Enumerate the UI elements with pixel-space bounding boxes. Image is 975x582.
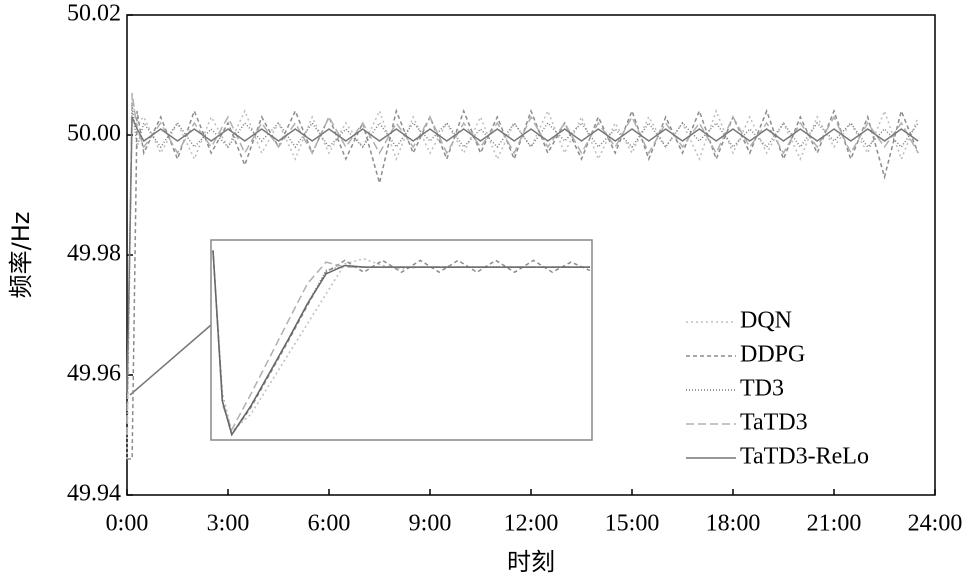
x-tick-label: 9:00 — [409, 511, 452, 537]
y-axis-label: 频率/Hz — [7, 212, 35, 299]
series-line — [126, 92, 919, 436]
y-tick-label: 50.02 — [67, 1, 121, 27]
x-tick-label: 24:00 — [908, 511, 963, 537]
inset-frame — [210, 239, 593, 441]
x-tick-label: 21:00 — [807, 511, 862, 537]
y-tick-label: 49.98 — [67, 241, 121, 267]
legend-label: DDPG — [740, 342, 805, 368]
legend-label: TD3 — [740, 376, 784, 402]
x-tick-label: 3:00 — [207, 511, 250, 537]
legend-label: TaTD3-ReLo — [740, 444, 869, 470]
series-line — [212, 250, 591, 437]
y-tick-label: 49.94 — [67, 481, 121, 507]
y-tick-label: 50.00 — [67, 121, 121, 147]
series-line — [126, 116, 919, 394]
y-tick-label: 49.96 — [67, 361, 121, 387]
x-tick-label: 6:00 — [308, 511, 351, 537]
series-line — [127, 108, 919, 460]
series-line — [212, 250, 590, 437]
x-axis-label: 时刻 — [507, 548, 555, 576]
series-line — [212, 250, 590, 432]
x-tick-label: 12:00 — [504, 511, 559, 537]
legend-label: DQN — [740, 308, 792, 334]
x-tick-label: 0:00 — [106, 511, 149, 537]
legend-label: TaTD3 — [740, 410, 808, 436]
x-tick-label: 15:00 — [605, 511, 660, 537]
series-line — [126, 104, 919, 424]
x-tick-label: 18:00 — [706, 511, 761, 537]
inset-connector — [129, 324, 212, 396]
